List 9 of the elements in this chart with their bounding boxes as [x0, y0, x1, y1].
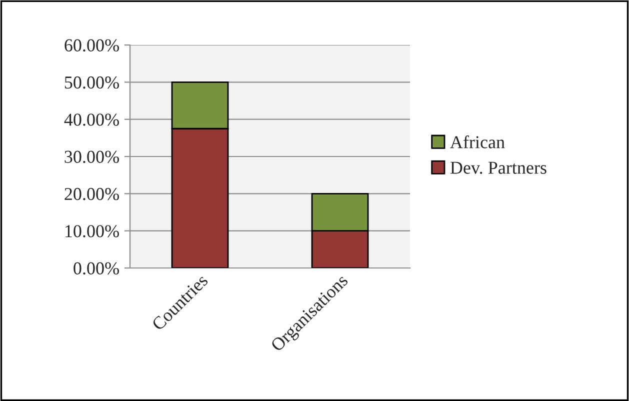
y-tick-label: 20.00%: [64, 188, 119, 200]
legend-label: African: [450, 135, 505, 148]
y-tick-label: 40.00%: [64, 114, 119, 126]
y-tick-label: 30.00%: [64, 150, 119, 164]
legend-label: Dev. Partners: [450, 162, 546, 174]
y-tick-label: 50.00%: [64, 76, 119, 89]
y-tick-label: 0.00%: [74, 262, 119, 275]
y-tick-label: 60.00%: [64, 39, 119, 52]
y-tick-label: 10.00%: [66, 225, 119, 238]
